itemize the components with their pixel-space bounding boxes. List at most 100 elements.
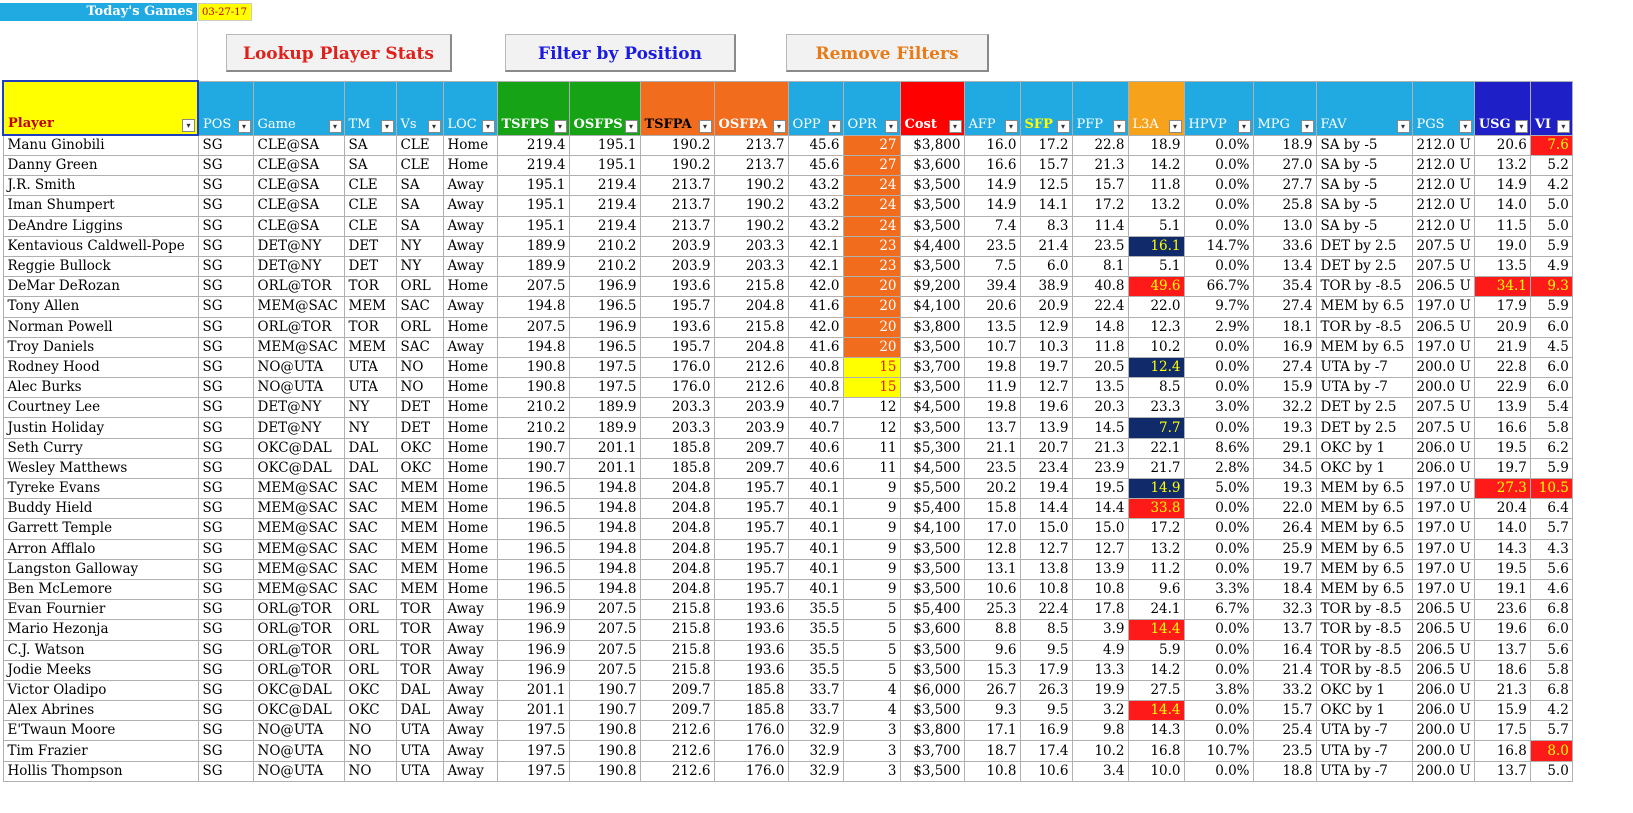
cell-osfps[interactable]: 190.8 — [568, 760, 641, 782]
cell-game[interactable]: NO@UTA — [252, 740, 345, 762]
filter-by-position-button[interactable]: Filter by Position — [505, 34, 736, 72]
cell-fav[interactable]: OKC by 1 — [1315, 700, 1413, 722]
cell-osfpa[interactable]: 213.7 — [713, 154, 789, 177]
column-header-player[interactable]: Player ▾ — [2, 80, 199, 136]
cell-tsfpa[interactable]: 212.6 — [639, 760, 715, 782]
cell-tsfpa[interactable]: 209.7 — [639, 700, 715, 722]
cell-usg[interactable]: 23.6 — [1473, 599, 1531, 621]
cell-player[interactable]: E'Twaun Moore — [2, 720, 199, 742]
cell-vs[interactable]: MEM — [395, 578, 444, 601]
filter-dropdown-icon[interactable]: ▾ — [948, 119, 962, 133]
cell-mpg[interactable]: 26.4 — [1252, 518, 1317, 540]
cell-vi[interactable]: 6.0 — [1529, 619, 1573, 641]
cell-cost[interactable]: $3,500 — [899, 578, 965, 601]
cell-sfp[interactable]: 10.8 — [1019, 578, 1073, 601]
table-row[interactable]: Jodie Meeks SG ORL@TOR ORL TOR Away 196.9 207.5… — [2, 659, 1573, 681]
cell-mpg[interactable]: 27.0 — [1252, 154, 1317, 177]
column-header-opr[interactable]: OPR ▾ — [842, 80, 901, 136]
cell-fav[interactable]: MEM by 6.5 — [1315, 498, 1413, 520]
filter-dropdown-icon[interactable]: ▾ — [884, 119, 898, 133]
cell-tsfpa[interactable]: 204.8 — [639, 518, 715, 540]
cell-osfpa[interactable]: 212.6 — [713, 356, 789, 379]
cell-pfp[interactable]: 23.5 — [1071, 235, 1129, 257]
cell-l3a[interactable]: 21.7 — [1127, 457, 1185, 480]
cell-player[interactable]: Norman Powell — [2, 316, 199, 338]
cell-l3a[interactable]: 14.4 — [1127, 619, 1185, 641]
cell-pos[interactable]: SG — [197, 558, 254, 580]
cell-afp[interactable]: 18.7 — [963, 740, 1021, 762]
cell-vi[interactable]: 6.8 — [1529, 599, 1573, 621]
cell-loc[interactable]: Away — [442, 760, 498, 782]
cell-hpvp[interactable]: 0.0% — [1183, 154, 1254, 177]
cell-tsfpa[interactable]: 176.0 — [639, 356, 715, 379]
cell-opp[interactable]: 41.6 — [787, 336, 844, 358]
cell-sfp[interactable]: 19.4 — [1019, 477, 1073, 500]
cell-loc[interactable]: Home — [442, 397, 498, 419]
cell-osfpa[interactable]: 203.3 — [713, 255, 789, 278]
cell-sfp[interactable]: 13.9 — [1019, 417, 1073, 439]
cell-afp[interactable]: 19.8 — [963, 397, 1021, 419]
cell-cost[interactable]: $3,500 — [899, 377, 965, 399]
cell-osfpa[interactable]: 209.7 — [713, 457, 789, 480]
cell-pfp[interactable]: 3.4 — [1071, 760, 1129, 782]
cell-tm[interactable]: ORL — [343, 659, 397, 681]
cell-l3a[interactable]: 13.2 — [1127, 538, 1185, 560]
filter-dropdown-icon[interactable]: ▾ — [1458, 119, 1472, 133]
cell-l3a[interactable]: 12.4 — [1127, 356, 1185, 379]
cell-osfps[interactable]: 189.9 — [568, 417, 641, 439]
cell-hpvp[interactable]: 0.0% — [1183, 255, 1254, 278]
cell-opr[interactable]: 24 — [842, 195, 901, 217]
cell-pgs[interactable]: 206.0 U — [1411, 679, 1475, 702]
cell-tsfps[interactable]: 194.8 — [496, 296, 570, 318]
cell-mpg[interactable]: 13.0 — [1252, 215, 1317, 237]
cell-tsfpa[interactable]: 213.7 — [639, 175, 715, 197]
cell-vi[interactable]: 7.6 — [1529, 134, 1573, 156]
cell-cost[interactable]: $3,600 — [899, 154, 965, 177]
cell-pfp[interactable]: 15.7 — [1071, 175, 1129, 197]
cell-mpg[interactable]: 23.5 — [1252, 740, 1317, 762]
cell-hpvp[interactable]: 2.9% — [1183, 316, 1254, 338]
cell-osfps[interactable]: 195.1 — [568, 154, 641, 177]
cell-mpg[interactable]: 15.9 — [1252, 377, 1317, 399]
cell-opp[interactable]: 42.1 — [787, 255, 844, 278]
cell-pfp[interactable]: 3.2 — [1071, 700, 1129, 722]
cell-l3a[interactable]: 14.2 — [1127, 154, 1185, 177]
cell-usg[interactable]: 13.5 — [1473, 255, 1531, 278]
cell-tm[interactable]: ORL — [343, 599, 397, 621]
cell-tm[interactable]: SAC — [343, 477, 397, 500]
filter-dropdown-icon[interactable]: ▾ — [237, 119, 251, 133]
cell-game[interactable]: MEM@SAC — [252, 518, 345, 540]
cell-mpg[interactable]: 19.7 — [1252, 558, 1317, 580]
cell-game[interactable]: MEM@SAC — [252, 498, 345, 520]
cell-pgs[interactable]: 206.5 U — [1411, 316, 1475, 338]
cell-pos[interactable]: SG — [197, 659, 254, 681]
cell-mpg[interactable]: 27.4 — [1252, 296, 1317, 318]
cell-game[interactable]: OKC@DAL — [252, 679, 345, 702]
cell-vs[interactable]: TOR — [395, 619, 444, 641]
cell-opr[interactable]: 20 — [842, 316, 901, 338]
cell-usg[interactable]: 21.9 — [1473, 336, 1531, 358]
table-row[interactable]: Justin Holiday SG DET@NY NY DET Home 210.2 189.… — [2, 417, 1573, 439]
cell-sfp[interactable]: 15.7 — [1019, 154, 1073, 177]
cell-afp[interactable]: 13.1 — [963, 558, 1021, 580]
cell-tsfpa[interactable]: 204.8 — [639, 578, 715, 601]
cell-opp[interactable]: 43.2 — [787, 215, 844, 237]
cell-game[interactable]: MEM@SAC — [252, 578, 345, 601]
cell-fav[interactable]: UTA by -7 — [1315, 377, 1413, 399]
cell-tm[interactable]: TOR — [343, 316, 397, 338]
cell-vi[interactable]: 4.6 — [1529, 578, 1573, 601]
cell-tsfpa[interactable]: 185.8 — [639, 437, 715, 459]
cell-vs[interactable]: NO — [395, 377, 444, 399]
cell-osfpa[interactable]: 204.8 — [713, 336, 789, 358]
cell-sfp[interactable]: 21.4 — [1019, 235, 1073, 257]
cell-fav[interactable]: UTA by -7 — [1315, 356, 1413, 379]
cell-l3a[interactable]: 5.1 — [1127, 255, 1185, 278]
cell-osfpa[interactable]: 176.0 — [713, 760, 789, 782]
cell-opp[interactable]: 42.0 — [787, 276, 844, 298]
cell-usg[interactable]: 16.8 — [1473, 740, 1531, 762]
cell-sfp[interactable]: 15.0 — [1019, 518, 1073, 540]
cell-hpvp[interactable]: 0.0% — [1183, 175, 1254, 197]
cell-usg[interactable]: 21.3 — [1473, 679, 1531, 702]
cell-sfp[interactable]: 8.5 — [1019, 619, 1073, 641]
cell-game[interactable]: MEM@SAC — [252, 477, 345, 500]
